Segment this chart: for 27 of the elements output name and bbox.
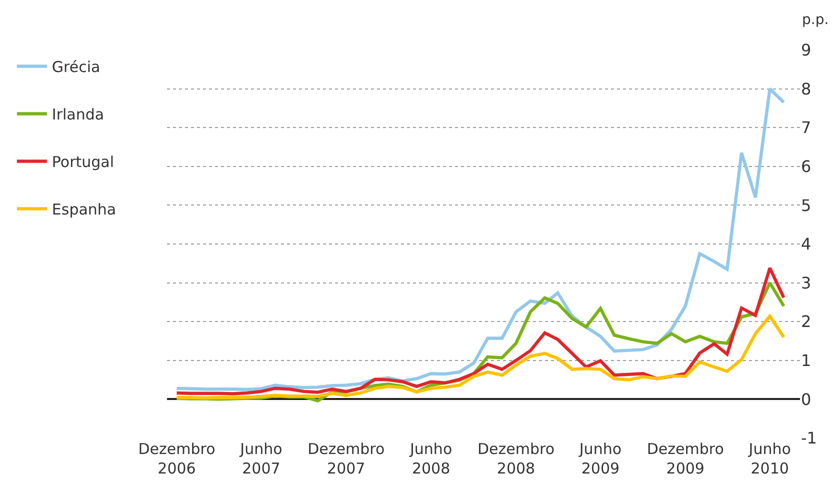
line-series	[175, 314, 786, 400]
legend-label: Portugal	[52, 153, 114, 172]
x-tick-label: Junho 2007	[239, 440, 282, 478]
y-tick-label: 8	[801, 79, 812, 98]
y-tick-label: 2	[801, 312, 812, 332]
x-tick-label: Junho 2008	[408, 440, 452, 478]
y-tick-label: 9	[801, 40, 812, 60]
y-tick-label: 4	[801, 234, 812, 254]
x-tick-label: Dezembro 2009	[646, 440, 724, 478]
legend-label: Espanha	[52, 200, 116, 219]
x-tick-label: Dezembro 2007	[308, 440, 385, 478]
x-tick-label: Dezembro 2008	[477, 440, 555, 478]
line-series	[175, 87, 786, 392]
y-tick-label: 5	[801, 196, 812, 215]
y-tick-label: 7	[801, 118, 812, 138]
legend-label: Irlanda	[52, 106, 104, 124]
y-tick-label: 1	[801, 351, 812, 370]
x-tick-label: Junho 2010	[748, 440, 791, 478]
legend-label: Grécia	[52, 58, 100, 76]
y-tick-label: 6	[801, 157, 812, 176]
line-series	[175, 266, 786, 396]
y-tick-label: 0	[801, 390, 812, 409]
y-tick-label: 3	[801, 273, 812, 292]
x-tick-label: Junho 2009	[578, 440, 622, 478]
y-tick-label: -1	[801, 428, 817, 448]
y-axis-title: p.p.	[802, 12, 829, 28]
x-tick-label: Dezembro 2006	[138, 440, 216, 478]
